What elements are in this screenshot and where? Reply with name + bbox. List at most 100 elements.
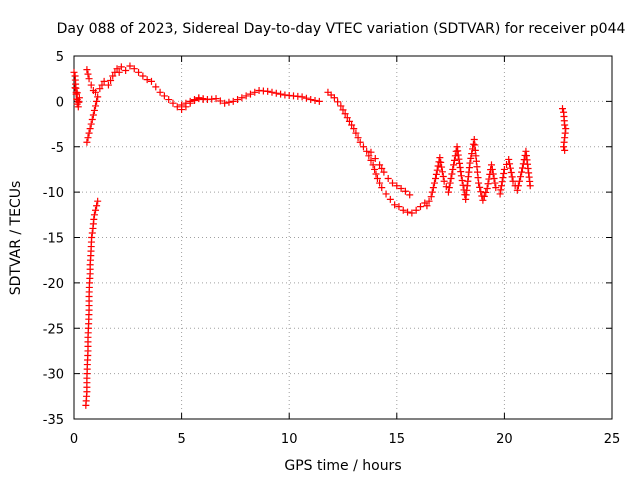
data-point [156,88,164,96]
data-point [307,96,315,104]
data-point [376,161,384,169]
data-point [90,106,98,114]
data-point [178,101,186,109]
data-point [85,129,93,137]
y-tick-label: -30 [43,368,64,383]
data-point [391,201,399,209]
data-point [397,184,405,192]
data-point [482,188,490,196]
data-point [113,65,121,73]
data-point [430,179,438,187]
data-point [447,175,455,183]
data-point [475,179,483,187]
data-point [453,143,461,151]
data-point [268,88,276,96]
data-point [492,184,500,192]
y-tick-labels: 5 0 -5 -10 -15 -20 -25 -30 -35 [43,50,64,428]
data-point [487,161,495,169]
data-point [88,234,96,241]
data-point [330,94,338,102]
data-point [216,97,224,105]
data-point [89,111,97,119]
data-point [92,206,100,214]
data-point [272,89,280,97]
data-point [386,195,394,203]
data-point [432,175,440,183]
data-point [115,68,123,76]
data-point [497,186,505,194]
data-point [343,114,351,122]
y-tick-label: -15 [43,232,64,247]
y-tick-label: -10 [43,186,64,201]
data-point [371,165,379,173]
data-point [399,206,407,214]
data-point [93,97,101,105]
data-point [264,87,272,95]
data-point [444,188,452,196]
data-point [498,182,506,190]
data-point [225,98,233,106]
x-tick-label: 5 [177,432,185,447]
data-point [450,161,458,169]
data-point [491,179,499,187]
data-point [94,93,102,101]
data-point [514,182,522,190]
data-point [483,184,491,192]
data-point [448,170,456,178]
x-tick-label: 25 [604,432,621,447]
data-point [425,197,433,205]
data-point [476,183,484,191]
data-point [496,190,504,198]
data-point [341,110,349,118]
chart-title: Day 088 of 2023, Sidereal Day-to-day VTE… [57,21,626,37]
data-point [199,95,207,103]
data-point [384,175,392,183]
data-point [406,191,414,199]
data-point [477,188,485,196]
data-point [508,173,516,181]
data-point [367,148,375,156]
data-point [191,96,199,104]
x-axis-label: GPS time / hours [284,458,401,474]
data-point [480,192,488,200]
data-point [363,147,371,155]
data-point [395,203,403,211]
data-point [378,184,386,192]
data-point [467,154,475,162]
data-point [302,94,310,102]
data-point [561,121,569,129]
data-point [334,98,342,106]
y-tick-label: 5 [56,50,64,65]
x-tick-label: 10 [281,432,298,447]
x-tick-label: 0 [70,432,78,447]
data-point [423,202,431,210]
data-points [70,62,570,409]
data-point [182,99,190,107]
data-point [195,94,203,102]
data-point [92,102,100,110]
data-point [348,121,356,129]
data-point [94,197,102,205]
data-point [376,179,384,187]
data-point [432,170,440,178]
data-point [439,173,447,181]
y-axis-label: SDTVAR / TECUs [8,181,24,296]
data-point [85,75,93,83]
data-point [490,175,498,183]
axis-ticks [73,55,613,420]
data-point [251,88,259,96]
data-point [499,174,507,182]
data-point [277,90,285,98]
data-point [126,62,134,70]
data-point [229,97,237,105]
data-point [404,208,412,216]
x-tick-label: 15 [389,432,406,447]
data-point [135,68,143,76]
data-point [455,155,463,163]
data-point [371,155,379,163]
data-point [559,105,567,113]
data-point [365,152,373,160]
y-tick-label: 0 [56,95,64,110]
data-point [93,202,101,210]
